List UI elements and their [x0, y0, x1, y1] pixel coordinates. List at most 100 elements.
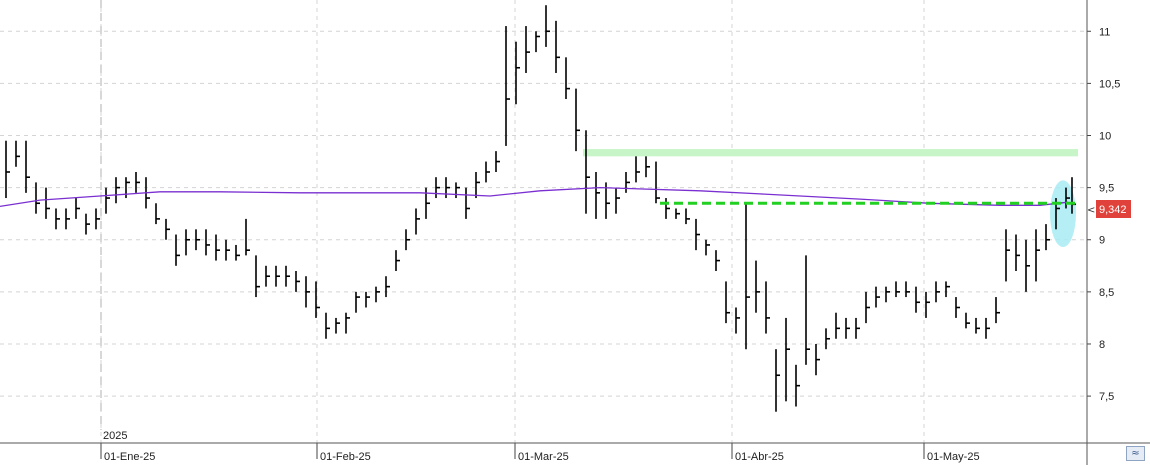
price-bar — [315, 281, 320, 318]
price-bar — [995, 297, 1000, 324]
price-bar — [95, 208, 100, 230]
price-bar — [355, 291, 360, 313]
price-bar — [135, 171, 140, 193]
price-bar — [705, 239, 710, 256]
price-bar — [655, 161, 660, 204]
price-bar — [855, 317, 860, 339]
y-tick-label: 11 — [1099, 26, 1110, 38]
price-bar — [975, 317, 980, 334]
price-bar — [155, 203, 160, 225]
price-bar — [285, 265, 290, 287]
price-bar — [535, 31, 540, 53]
x-axis-labels: 01-Ene-25 01-Feb-25 01-Mar-25 01-Abr-25 01-M… — [104, 451, 980, 463]
price-bar — [1035, 229, 1040, 282]
chart-scroll-button[interactable]: ≈ — [1126, 446, 1145, 461]
chart-grid — [0, 0, 1087, 443]
price-bar — [835, 312, 840, 339]
price-bar — [505, 26, 510, 146]
price-bar — [735, 307, 740, 334]
x-tick-label: 01-Abr-25 — [735, 451, 784, 463]
price-bar — [1005, 229, 1010, 282]
price-bar — [525, 26, 530, 73]
price-bar — [665, 198, 670, 219]
price-bar — [335, 317, 340, 334]
price-bar — [595, 171, 600, 219]
price-bar — [555, 20, 560, 73]
y-axis-labels: 11 10,5 10 9,5 9 8,5 8 7,5 — [1099, 26, 1120, 403]
price-bar — [985, 317, 990, 339]
x-tick-label: 01-Ene-25 — [104, 451, 155, 463]
price-bar — [545, 5, 550, 47]
price-bar — [605, 182, 610, 219]
price-bar — [55, 208, 60, 230]
price-bar — [15, 140, 20, 167]
price-bar — [1025, 239, 1030, 292]
price-bar — [35, 182, 40, 214]
highlight-ellipse — [1050, 180, 1076, 248]
price-bar — [65, 208, 70, 230]
price-bar — [905, 281, 910, 298]
price-bar — [455, 182, 460, 199]
price-bar — [925, 291, 930, 318]
y-tick-label: 8,5 — [1099, 287, 1114, 299]
price-bar — [295, 271, 300, 292]
moving-average — [0, 186, 1078, 208]
price-bar — [405, 229, 410, 251]
price-bar — [785, 317, 790, 402]
x-tick-label: 01-Mar-25 — [518, 451, 569, 463]
price-bar — [205, 229, 210, 256]
price-bar — [345, 312, 350, 334]
y-tick-label: 10 — [1099, 131, 1111, 143]
price-bar — [255, 255, 260, 298]
price-bar — [1045, 224, 1050, 251]
price-bar — [565, 57, 570, 100]
price-bar — [915, 286, 920, 313]
price-bar — [445, 177, 450, 199]
price-bar — [195, 229, 200, 251]
price-bar — [775, 349, 780, 412]
last-price-text: 9,342 — [1099, 204, 1127, 216]
price-bar — [805, 255, 810, 365]
price-bar — [465, 187, 470, 219]
price-bar — [945, 281, 950, 298]
price-bar — [235, 244, 240, 261]
price-bar — [795, 364, 800, 407]
price-bar — [695, 218, 700, 251]
chart-overlays — [583, 149, 1078, 248]
last-price-badge — [1096, 200, 1131, 218]
price-marker-icon: < — [1087, 205, 1095, 216]
price-bar — [575, 88, 580, 152]
price-bar — [675, 208, 680, 219]
price-bar — [75, 198, 80, 219]
price-bar — [245, 218, 250, 256]
price-bar — [965, 312, 970, 329]
price-bar — [215, 234, 220, 261]
price-bar — [935, 281, 940, 303]
price-bar — [615, 187, 620, 214]
price-bar — [725, 281, 730, 324]
last-price-tag: 9,342 < — [1087, 200, 1131, 218]
price-bar — [585, 130, 590, 214]
x-tick-label: 01-May-25 — [927, 451, 980, 463]
price-bar — [645, 156, 650, 178]
price-bar — [115, 177, 120, 204]
price-bar — [1015, 234, 1020, 272]
price-bar — [495, 151, 500, 172]
resistance-band — [583, 149, 1078, 157]
price-bar — [895, 281, 900, 298]
price-bar — [385, 276, 390, 298]
price-bar — [85, 213, 90, 235]
price-bar — [45, 187, 50, 219]
price-bar — [435, 177, 440, 199]
price-bar — [425, 187, 430, 219]
y-tick-label: 10,5 — [1099, 78, 1120, 90]
price-bar — [225, 239, 230, 261]
price-bar — [25, 140, 30, 193]
y-tick-label: 8 — [1099, 339, 1105, 351]
price-bar — [275, 265, 280, 287]
price-bar — [5, 140, 10, 199]
price-bar — [185, 229, 190, 256]
price-bar — [375, 286, 380, 303]
